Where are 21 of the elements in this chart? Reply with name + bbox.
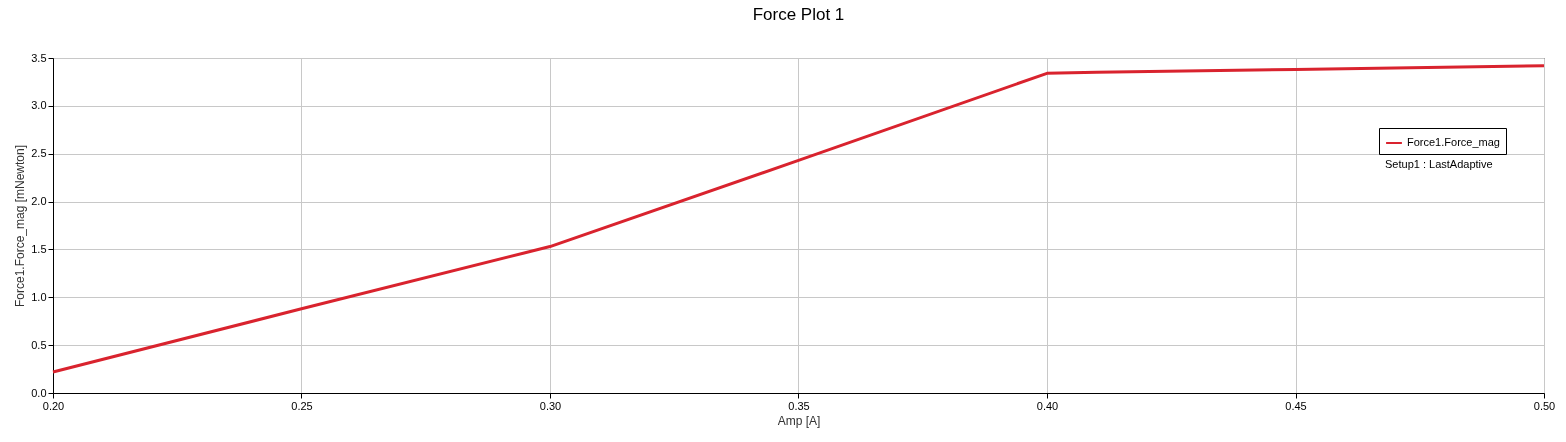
y-tick-label: 2.0	[31, 195, 47, 208]
y-tick-label: 0.0	[31, 386, 47, 399]
x-tick-label: 0.20	[42, 399, 65, 412]
line-series	[51, 64, 1546, 374]
legend-label: Force1.Force_mag	[1407, 136, 1500, 148]
x-tick-label: 0.50	[1533, 399, 1556, 412]
y-tick-label: 1.0	[31, 290, 47, 303]
x-tick-label: 0.35	[788, 399, 810, 412]
y-axis-title: Force1.Force_mag [mNewton]	[13, 144, 28, 308]
annotation: Setup1 : LastAdaptive	[1385, 158, 1493, 170]
y-tick-label: 2.5	[31, 147, 47, 160]
y-tick-label: 3.0	[31, 99, 47, 112]
x-tick-label: 0.30	[539, 399, 562, 412]
x-axis-title: Amp [A]	[777, 413, 821, 428]
x-tick-label: 0.45	[1285, 399, 1307, 412]
chart-title: Force Plot 1	[752, 5, 845, 24]
y-tick-label: 0.5	[31, 338, 47, 351]
x-tick-label: 0.40	[1036, 399, 1059, 412]
y-tick-label: 1.5	[31, 242, 47, 255]
x-tick-label: 0.25	[291, 399, 313, 412]
y-tick-label: 3.5	[31, 51, 47, 64]
